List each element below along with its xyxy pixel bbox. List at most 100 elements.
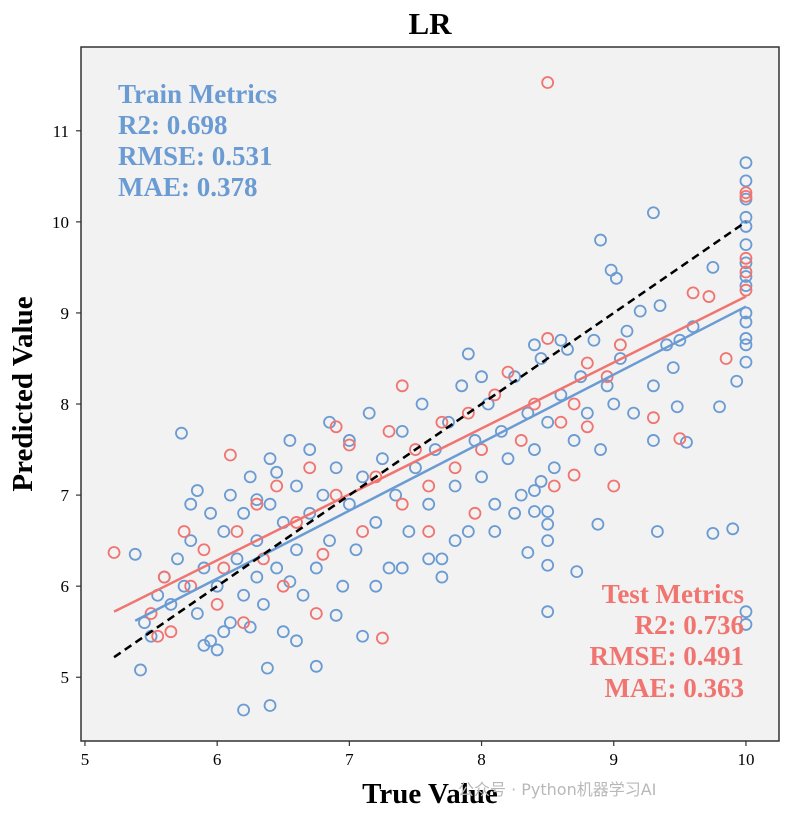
train-fit-line — [134, 305, 747, 622]
test-point — [567, 397, 581, 411]
train-point — [541, 415, 555, 429]
test-metrics-title: Test Metrics — [602, 579, 744, 609]
test-point — [514, 434, 528, 447]
test-point — [739, 189, 753, 203]
train-point — [670, 400, 684, 414]
train-point — [521, 546, 535, 559]
train-point — [435, 570, 449, 584]
fit-lines — [113, 220, 747, 659]
test-fit-line — [113, 295, 747, 613]
train-point — [554, 333, 568, 347]
x-tick-label: 9 — [610, 750, 619, 769]
train-point — [594, 443, 607, 456]
test-point — [395, 497, 409, 511]
train-point — [739, 238, 753, 252]
train-point — [567, 434, 581, 447]
train-metrics: Train Metrics R2: 0.698 RMSE: 0.531 MAE:… — [118, 79, 277, 202]
train-point — [356, 470, 369, 484]
x-tick-label: 8 — [477, 750, 486, 769]
train-point — [435, 552, 449, 566]
test-point — [237, 616, 251, 630]
train-point — [455, 379, 469, 393]
train-point — [501, 452, 515, 466]
train-point — [303, 443, 317, 456]
train-point — [237, 703, 251, 717]
train-point — [448, 479, 462, 493]
train-point — [739, 338, 753, 352]
train-point — [739, 156, 753, 170]
train-point — [237, 588, 251, 602]
y-tick-label: 10 — [52, 213, 69, 232]
train-point — [395, 561, 409, 575]
test-point — [702, 290, 716, 303]
train-r2: R2: 0.698 — [118, 110, 228, 140]
train-point — [461, 347, 475, 361]
test-point — [475, 443, 488, 456]
test-point — [409, 443, 422, 456]
train-point — [422, 552, 436, 566]
train-point — [650, 525, 664, 538]
train-point — [217, 525, 231, 538]
test-point — [488, 388, 502, 402]
train-point — [356, 629, 369, 643]
train-point — [607, 397, 621, 411]
train-point — [730, 374, 744, 388]
train-point — [263, 452, 277, 466]
train-point — [197, 638, 211, 652]
test-point — [448, 461, 462, 475]
test-point — [461, 406, 475, 420]
test-point — [107, 546, 121, 559]
train-point — [329, 461, 343, 475]
train-point — [175, 426, 188, 440]
test-point — [567, 468, 581, 482]
train-point — [508, 506, 522, 520]
train-point — [342, 434, 356, 447]
test-point — [686, 286, 700, 300]
train-point — [184, 534, 198, 548]
train-point — [230, 552, 244, 566]
test-point — [223, 448, 237, 462]
y-tick-label: 8 — [61, 395, 70, 414]
train-point — [422, 497, 436, 511]
test-point — [164, 625, 178, 639]
y-tick-label: 5 — [61, 668, 70, 687]
x-tick-label: 6 — [213, 750, 222, 769]
train-point — [223, 616, 237, 630]
train-point — [541, 505, 555, 518]
train-point — [243, 470, 257, 484]
test-point — [422, 525, 436, 538]
train-point — [739, 315, 753, 329]
train-point — [171, 552, 184, 566]
train-point — [263, 497, 277, 511]
train-point — [647, 206, 660, 220]
train-point — [260, 661, 274, 675]
identity-line — [113, 220, 747, 659]
train-point — [369, 516, 383, 529]
train-point — [303, 506, 317, 520]
test-point — [250, 497, 264, 511]
train-point — [217, 625, 231, 639]
train-point — [475, 470, 488, 484]
train-point — [713, 400, 726, 414]
test-mae: MAE: 0.363 — [605, 673, 744, 703]
test-point — [144, 607, 158, 620]
test-point — [316, 547, 330, 561]
test-metrics: Test Metrics R2: 0.736 RMSE: 0.491 MAE: … — [590, 579, 745, 703]
train-point — [475, 370, 488, 384]
train-point — [739, 355, 753, 369]
test-point — [468, 506, 482, 520]
train-point — [323, 534, 336, 548]
train-point — [627, 406, 640, 420]
test-point — [177, 525, 191, 538]
test-point — [613, 338, 627, 352]
train-point — [488, 525, 502, 538]
train-point — [190, 484, 204, 497]
chart-title: LR — [408, 6, 452, 41]
test-point — [303, 461, 317, 475]
train-point — [594, 233, 607, 247]
train-point — [680, 435, 693, 449]
test-point — [739, 186, 753, 200]
train-point — [290, 479, 303, 493]
test-point — [230, 525, 244, 538]
train-point — [739, 279, 753, 293]
